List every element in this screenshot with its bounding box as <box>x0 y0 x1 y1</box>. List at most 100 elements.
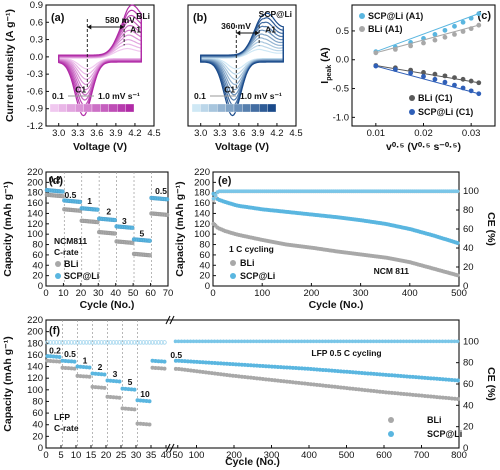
ce-point <box>200 339 205 344</box>
legend-label: SCP@Li <box>64 271 99 281</box>
x-tick-label: 800 <box>451 450 467 461</box>
data-point <box>421 70 426 75</box>
ce-point <box>404 339 409 344</box>
ce-point <box>254 339 259 344</box>
data-point <box>138 421 143 426</box>
scan-rate-swatch <box>242 103 251 113</box>
data-point <box>90 384 95 389</box>
data-point <box>350 386 355 391</box>
rate-label: 0.2 <box>49 346 61 356</box>
data-point <box>209 371 214 376</box>
y-axis-title: Capacity (mAh g⁻¹) <box>2 181 14 276</box>
ce-point <box>347 339 352 344</box>
data-point <box>260 364 265 369</box>
x-tick-label: 25 <box>116 450 127 461</box>
data-point <box>437 395 442 400</box>
data-point <box>48 354 53 359</box>
y-tick-label: 140 <box>27 362 43 373</box>
ce-point <box>48 340 53 345</box>
data-point <box>413 393 418 398</box>
ce-point <box>78 340 83 345</box>
ce-point <box>159 340 164 345</box>
data-point <box>296 366 301 371</box>
legend-marker <box>359 26 365 32</box>
ce-point <box>63 340 68 345</box>
ce-point <box>311 339 316 344</box>
data-point <box>150 365 155 370</box>
ce-point <box>416 339 421 344</box>
data-point <box>130 225 135 230</box>
data-point <box>389 390 394 395</box>
legend-marker <box>55 261 61 267</box>
y-right-tick-label: 60 <box>463 379 474 390</box>
data-point <box>428 376 433 381</box>
y-right-tick-label: 100 <box>463 336 479 347</box>
ce-point <box>449 339 454 344</box>
x-tick-label: 600 <box>376 450 392 461</box>
x-tick-label: 60 <box>145 288 156 299</box>
data-point <box>329 384 334 389</box>
data-point <box>215 361 220 366</box>
x-tick-label: 3.6 <box>232 128 245 139</box>
y-right-tick-label: 0 <box>463 443 468 454</box>
ce-point <box>111 340 116 345</box>
data-point <box>105 378 110 383</box>
panel-d: 0 10 20 30 40 50 60 700204060801001201401601802… <box>2 167 173 311</box>
data-point <box>215 371 220 376</box>
data-point <box>227 361 232 366</box>
ce-point <box>117 340 122 345</box>
data-point <box>392 391 397 396</box>
y-tick-label: 0 <box>38 281 43 292</box>
ce-point <box>287 339 292 344</box>
data-point <box>126 387 131 392</box>
ce-point <box>356 339 361 344</box>
data-point <box>266 377 271 382</box>
data-point <box>203 360 208 365</box>
y-tick-label: 0.3 <box>30 35 43 46</box>
scan-rate-swatch <box>208 103 218 113</box>
data-point <box>144 398 149 403</box>
x-tick-label: 200 <box>303 288 319 299</box>
data-point <box>410 374 415 379</box>
data-point <box>263 364 268 369</box>
ce-point <box>425 339 430 344</box>
ce-point <box>45 340 50 345</box>
data-point <box>329 368 334 373</box>
data-point <box>123 406 128 411</box>
rate-label: 5 <box>139 228 144 238</box>
data-point <box>112 217 117 223</box>
x-tick-label: 40 <box>110 288 121 299</box>
data-point <box>314 367 319 372</box>
data-point <box>51 359 56 364</box>
data-point <box>377 372 382 377</box>
ce-point <box>374 339 379 344</box>
y-tick-label: 180 <box>194 188 210 199</box>
data-point <box>452 75 457 80</box>
legend-label: BLi (A1) <box>368 24 403 34</box>
data-point <box>81 365 86 370</box>
ce-point <box>281 339 286 344</box>
ce-point <box>263 339 268 344</box>
data-point <box>93 371 98 376</box>
x-tick-label: 4.5 <box>147 128 160 139</box>
y-right-tick-label: 40 <box>463 243 474 254</box>
data-point <box>54 359 59 364</box>
data-point <box>129 407 134 412</box>
data-point <box>302 366 307 371</box>
data-point <box>242 375 247 380</box>
panel-label: (b) <box>193 12 207 24</box>
y-tick-label: -0.9 <box>27 104 43 115</box>
x-tick-label: 5 <box>58 450 63 461</box>
data-point <box>443 377 448 382</box>
data-point <box>368 388 373 393</box>
data-point <box>408 70 414 76</box>
ce-point <box>371 339 376 344</box>
ce-point <box>75 340 80 345</box>
ce-point <box>323 339 328 344</box>
data-point <box>305 381 310 386</box>
data-point <box>284 365 289 370</box>
data-point <box>138 398 143 403</box>
ce-point <box>359 339 364 344</box>
ce-point <box>413 339 418 344</box>
data-point <box>173 366 178 371</box>
